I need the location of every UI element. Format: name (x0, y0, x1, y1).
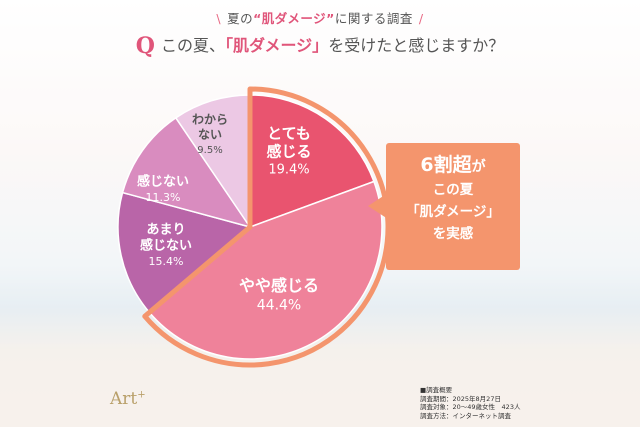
callout-line3: を実感 (432, 226, 474, 242)
header-prefix: 夏の (227, 11, 254, 26)
header-accent: “肌ダメージ” (253, 11, 335, 26)
slice-value-label-3: 15.4% (149, 255, 184, 268)
slice-value-label-4: 11.3% (146, 191, 181, 204)
callout-line1: この夏 (432, 182, 474, 198)
callout-box: 6割超が この夏 「肌ダメージ」 を実感 (386, 143, 520, 270)
pie-slice-4 (121, 116, 252, 229)
callout-headline: 6割超が (386, 153, 520, 179)
pie-slice-2 (148, 180, 383, 360)
slice-category-label-5: ない (198, 128, 222, 142)
logo-text: Art (110, 389, 138, 409)
callout-pointer (368, 193, 388, 219)
callout-big-suffix: が (471, 159, 486, 175)
slice-category-label-4: 感じない (137, 174, 189, 190)
slice-value-label-2: 44.4% (257, 298, 301, 314)
question-title: Q この夏、「肌ダメージ」を受けたと感じますか？ (0, 32, 640, 59)
slice-category-label-1: 感じる (266, 143, 311, 161)
highlight-outline (142, 86, 391, 368)
header-suffix: に関する調査 (334, 11, 413, 26)
question-mark: Q (135, 33, 155, 59)
slice-category-label-3: 感じない (140, 238, 192, 254)
slice-value-label-1: 19.4% (268, 163, 309, 178)
header-slash-right: / (418, 11, 424, 26)
slice-category-label-3: あまり (146, 223, 185, 238)
pie-slice-3 (117, 191, 252, 314)
survey-summary: ■調査概要 調査期間：2025年8月27日 調査対象：20〜49歳女性 423人… (420, 386, 520, 420)
callout-big: 6割超 (420, 154, 472, 176)
question-suffix: を受けたと感じますか？ (328, 36, 505, 55)
question-prefix: この夏、 (160, 36, 225, 55)
survey-header: \ 夏の“肌ダメージ”に関する調査 / (0, 8, 640, 27)
slice-value-label-5: 9.5% (197, 145, 222, 156)
slice-category-label-5: わから (192, 113, 228, 127)
question-accent: 「肌ダメージ」 (224, 36, 329, 55)
survey-target: 調査対象：20〜49歳女性 423人 (420, 403, 521, 411)
callout-line2: 「肌ダメージ」 (406, 204, 500, 220)
slice-category-label-2: やや感じる (239, 276, 319, 295)
survey-method: 調査方法：インターネット調査 (420, 411, 511, 420)
pie-slice-1 (249, 94, 375, 229)
logo-plus: + (137, 389, 146, 401)
header-slash-left: \ (216, 11, 222, 26)
brand-logo: Art+ (110, 389, 146, 409)
survey-period: 調査期間：2025年8月27日 (420, 394, 501, 403)
survey-title: ■調査概要 (420, 386, 453, 394)
slice-category-label-1: とても (267, 125, 311, 143)
